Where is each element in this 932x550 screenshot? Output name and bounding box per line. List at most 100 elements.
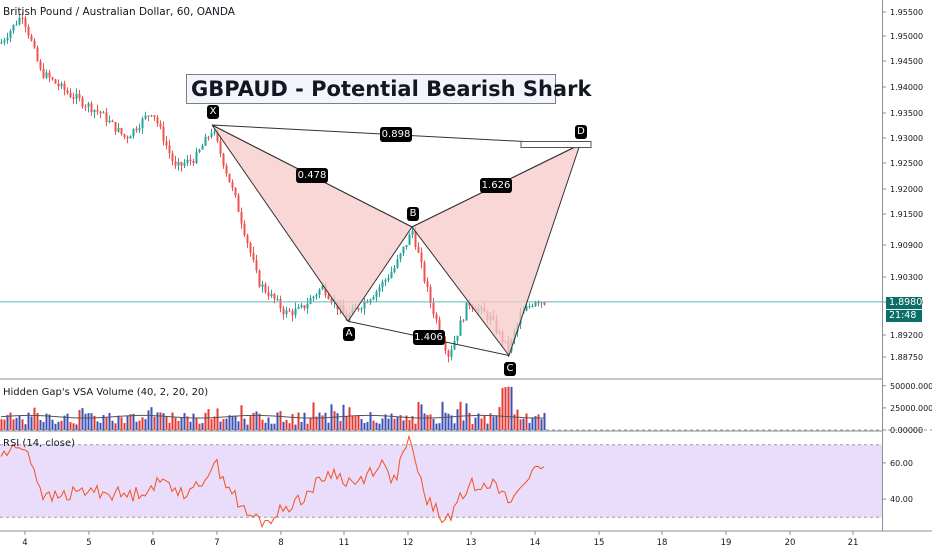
volume-bar	[51, 419, 54, 430]
candle-body	[462, 320, 465, 322]
volume-bar	[42, 421, 45, 430]
volume-bar	[165, 416, 168, 430]
candle-body	[543, 302, 546, 305]
volume-bar	[336, 413, 339, 430]
x-tick-label: 20	[785, 538, 796, 548]
candle-body	[381, 281, 384, 288]
volume-bar	[192, 413, 195, 430]
candle-body	[39, 60, 42, 69]
candle-body	[384, 279, 387, 282]
volume-bar	[162, 413, 165, 430]
volume-bar	[360, 419, 363, 430]
volume-bar	[411, 416, 414, 430]
volume-bar	[417, 402, 420, 430]
volume-bar	[207, 409, 210, 430]
volume-bar	[36, 412, 39, 430]
candle-body	[15, 24, 18, 26]
candle-body	[138, 128, 141, 131]
candle-body	[102, 112, 105, 114]
volume-bar	[90, 413, 93, 430]
price-pane	[0, 12, 882, 363]
volume-bar	[387, 418, 390, 430]
volume-bar	[315, 416, 318, 430]
candle-body	[126, 137, 129, 139]
volume-bar	[513, 414, 516, 430]
volume-bar	[60, 420, 63, 430]
candle-body	[540, 302, 543, 304]
candle-body	[222, 153, 225, 166]
volume-bar	[471, 423, 474, 430]
volume-bar	[327, 422, 330, 430]
annotation-title[interactable]: GBPAUD - Potential Bearish Shark	[186, 74, 591, 104]
candle-body	[426, 281, 429, 287]
x-tick-label: 8	[278, 538, 283, 548]
volume-bar	[429, 414, 432, 430]
volume-bar	[201, 423, 204, 430]
countdown-tag: 21:48	[886, 310, 922, 322]
volume-bar	[174, 417, 177, 430]
volume-bar	[123, 423, 126, 430]
candle-body	[18, 17, 21, 25]
volume-bar	[249, 416, 252, 430]
candle-body	[186, 159, 189, 164]
volume-bar	[345, 416, 348, 430]
candle-body	[90, 103, 93, 113]
volume-bar	[18, 415, 21, 430]
x-tick-label: 15	[594, 538, 605, 548]
candle-body	[150, 115, 153, 117]
volume-bar	[225, 418, 228, 430]
volume-bar	[0, 419, 3, 430]
candle-body	[246, 235, 249, 244]
volume-bar	[519, 419, 522, 430]
volume-bar	[63, 415, 66, 430]
volume-bar	[12, 419, 15, 430]
candle-body	[168, 145, 171, 154]
candle-body	[285, 310, 288, 315]
candle-body	[204, 136, 207, 146]
candle-body	[171, 153, 174, 162]
candle-body	[303, 305, 306, 309]
candle-body	[306, 303, 309, 309]
volume-bar	[528, 422, 531, 430]
candle-body	[453, 340, 456, 350]
volume-bar	[453, 423, 456, 430]
candle-body	[189, 159, 192, 162]
volume-bar	[69, 422, 72, 430]
volume-bar	[291, 414, 294, 430]
rsi-band	[0, 444, 882, 518]
volume-bar	[3, 419, 6, 430]
candle-body	[63, 83, 66, 91]
pattern-triangle-bcd	[411, 143, 581, 357]
candle-body	[6, 37, 9, 41]
y-tick-label: 1.91500	[890, 210, 923, 219]
candle-body	[459, 320, 462, 336]
volume-bar	[144, 419, 147, 430]
candle-body	[156, 117, 159, 124]
candle-body	[465, 302, 468, 321]
volume-bar	[228, 415, 231, 430]
y-tick-label: 1.94000	[890, 83, 923, 92]
candle-body	[324, 285, 327, 296]
volume-bar	[150, 407, 153, 430]
candle-body	[144, 115, 147, 119]
y-tick-label: 1.92000	[890, 185, 923, 194]
volume-bar	[438, 423, 441, 430]
rsi-tick-label: 40.00	[890, 495, 913, 504]
volume-bar	[420, 404, 423, 430]
volume-bar	[294, 424, 297, 430]
volume-bar	[414, 423, 417, 430]
candle-body	[375, 291, 378, 298]
volume-bar	[297, 412, 300, 430]
volume-bar	[282, 421, 285, 430]
candle-body	[195, 151, 198, 164]
volume-ma-line	[0, 414, 545, 419]
volume-bar	[288, 423, 291, 430]
candle-body	[456, 335, 459, 341]
volume-bar	[129, 414, 132, 430]
volume-bar	[45, 413, 48, 430]
candle-body	[309, 298, 312, 304]
candle-body	[528, 306, 531, 308]
volume-bar	[222, 419, 225, 430]
